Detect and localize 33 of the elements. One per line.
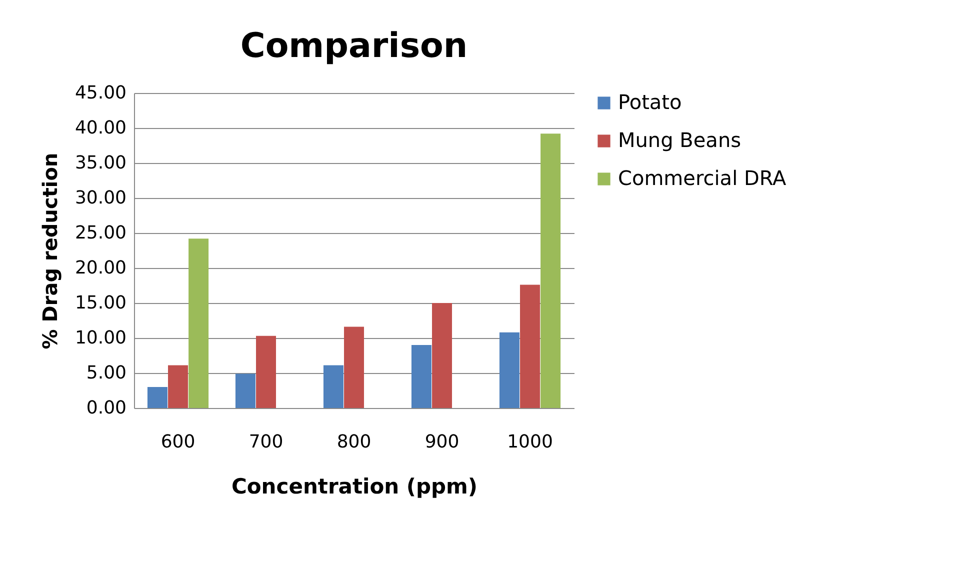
chart-title: Comparison	[240, 26, 468, 66]
y-tick-label: 40.00	[74, 118, 126, 138]
y-tick-label: 35.00	[74, 152, 126, 174]
legend-label: Commercial DRA	[618, 166, 786, 190]
bar	[520, 284, 540, 408]
x-tick-label: 900	[424, 432, 460, 452]
y-tick-label: 45.00	[74, 82, 126, 104]
y-tick-label: 25.00	[74, 222, 126, 244]
bar	[344, 326, 364, 408]
y-tick-label: 0.00	[86, 398, 126, 418]
bar	[411, 345, 432, 408]
x-tick-label: 600	[160, 432, 196, 452]
bar	[432, 303, 452, 408]
bar	[188, 238, 209, 408]
bar	[323, 365, 344, 408]
legend-label: Mung Beans	[618, 128, 742, 152]
y-axis-title: % Drag reduction	[38, 152, 62, 350]
bar	[168, 365, 188, 408]
bar	[147, 387, 168, 408]
y-tick-label: 5.00	[86, 362, 126, 384]
legend-label: Potato	[618, 90, 682, 114]
bar	[235, 374, 256, 408]
x-tick-label: 700	[248, 432, 284, 452]
x-tick-label: 800	[336, 432, 372, 452]
y-tick-label: 30.00	[74, 188, 126, 208]
x-axis-title: Concentration (ppm)	[231, 474, 478, 498]
x-tick-label: 1000	[507, 432, 553, 452]
y-tick-label: 15.00	[74, 292, 126, 314]
bar	[499, 332, 520, 408]
bar	[256, 336, 276, 408]
y-tick-label: 10.00	[74, 328, 126, 348]
y-tick-label: 20.00	[74, 258, 126, 278]
bar	[540, 134, 561, 408]
